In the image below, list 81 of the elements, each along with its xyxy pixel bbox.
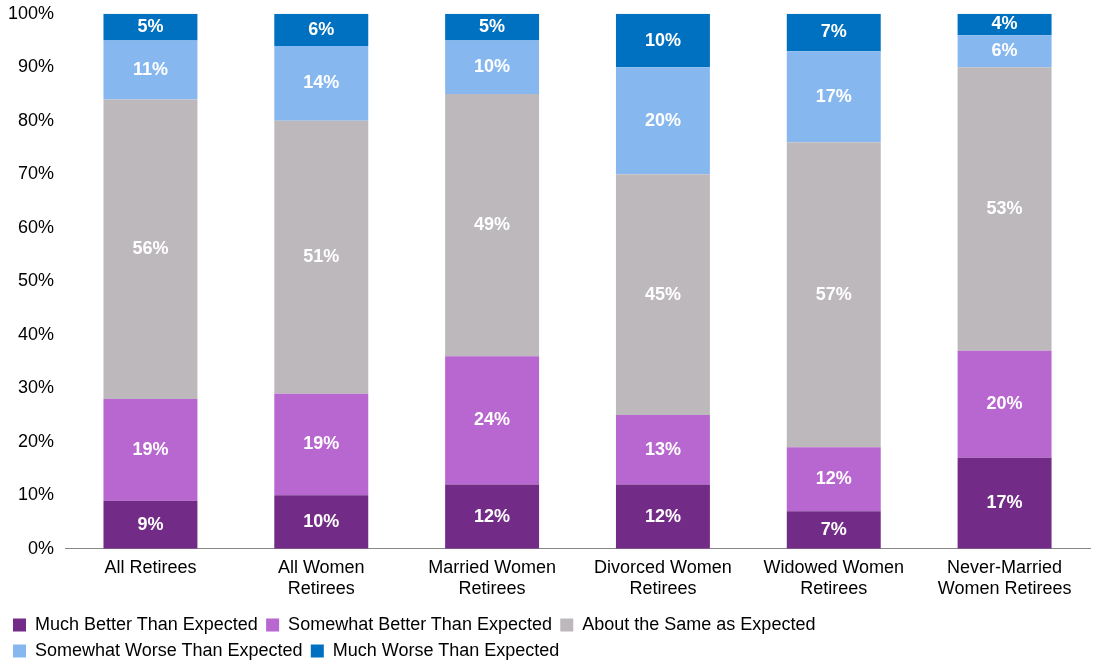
data-label: 20%	[644, 109, 681, 130]
x-tick-label: All Women Retirees	[277, 556, 365, 599]
data-label: 7%	[820, 519, 847, 540]
bar	[957, 35, 1052, 68]
data-label: 17%	[815, 85, 852, 106]
data-label: 49%	[474, 214, 511, 235]
data-label: 12%	[644, 505, 681, 526]
data-label: 6%	[308, 18, 335, 39]
bar	[103, 40, 198, 100]
bar	[615, 13, 710, 68]
data-label: 17%	[986, 492, 1023, 513]
data-label: 53%	[986, 198, 1023, 219]
bar	[445, 40, 540, 95]
bar	[445, 356, 540, 485]
bar	[274, 45, 369, 121]
bar	[274, 13, 369, 46]
y-tick-label: 0%	[28, 537, 55, 558]
y-tick-label: 60%	[18, 216, 55, 237]
data-label: 56%	[132, 238, 169, 259]
data-label: 19%	[303, 433, 340, 454]
bar	[445, 13, 540, 41]
bar	[615, 174, 710, 416]
bar	[786, 51, 881, 143]
legend-label: Much Worse Than Expected	[332, 639, 560, 660]
data-label: 4%	[991, 13, 1018, 34]
x-tick-label: Widowed Women Retirees	[763, 556, 905, 599]
data-label: 12%	[474, 505, 511, 526]
bar	[274, 393, 369, 496]
y-tick-label: 50%	[18, 270, 55, 291]
legend-label: Somewhat Worse Than Expected	[35, 639, 303, 660]
x-tick-label: All Retirees	[104, 556, 197, 577]
data-label: 5%	[479, 16, 506, 37]
y-tick-label: 30%	[18, 377, 55, 398]
data-label: 13%	[644, 438, 681, 459]
bar	[103, 99, 198, 399]
y-tick-label: 90%	[18, 56, 55, 77]
legend-label: Somewhat Better Than Expected	[288, 613, 552, 634]
bar	[786, 142, 881, 448]
y-tick-label: 70%	[18, 163, 55, 184]
data-label: 11%	[132, 58, 168, 79]
bar	[103, 13, 198, 41]
bar	[274, 120, 369, 394]
bar	[274, 495, 369, 549]
y-tick-label: 40%	[18, 323, 55, 344]
data-label: 12%	[815, 468, 852, 489]
y-tick-label: 80%	[18, 109, 55, 130]
bar	[786, 447, 881, 512]
data-label: 19%	[132, 438, 169, 459]
bar	[786, 13, 881, 52]
bar	[445, 484, 540, 549]
bar	[103, 500, 198, 549]
data-label: 6%	[991, 40, 1018, 61]
bar	[445, 94, 540, 357]
data-label: 20%	[986, 393, 1023, 414]
bar	[615, 484, 710, 549]
bar	[957, 350, 1052, 458]
data-label: 10%	[474, 56, 511, 77]
data-label: 57%	[815, 283, 852, 304]
data-label: 45%	[644, 283, 681, 304]
data-label: 9%	[137, 513, 164, 534]
y-tick-label: 100%	[7, 2, 55, 23]
legend-label: About the Same as Expected	[582, 613, 816, 634]
data-label: 24%	[474, 409, 511, 430]
bar	[615, 67, 710, 175]
data-label: 5%	[137, 16, 164, 37]
data-label: 10%	[303, 511, 340, 532]
y-tick-label: 10%	[18, 484, 55, 505]
bar	[786, 511, 881, 549]
y-tick-label: 20%	[18, 430, 55, 451]
bar	[957, 67, 1052, 351]
data-label: 14%	[303, 72, 340, 93]
x-tick-label: Never-Married Women Retirees	[937, 556, 1072, 599]
bar	[615, 415, 710, 485]
x-tick-label: Married Women Retirees	[428, 556, 556, 599]
x-tick-label: Divorced Women Retirees	[594, 556, 732, 599]
bar	[957, 457, 1052, 549]
data-label: 7%	[820, 21, 847, 42]
data-label: 51%	[303, 246, 340, 267]
legend-label: Much Better Than Expected	[35, 613, 258, 634]
bar	[103, 399, 198, 501]
data-label: 10%	[644, 29, 681, 50]
